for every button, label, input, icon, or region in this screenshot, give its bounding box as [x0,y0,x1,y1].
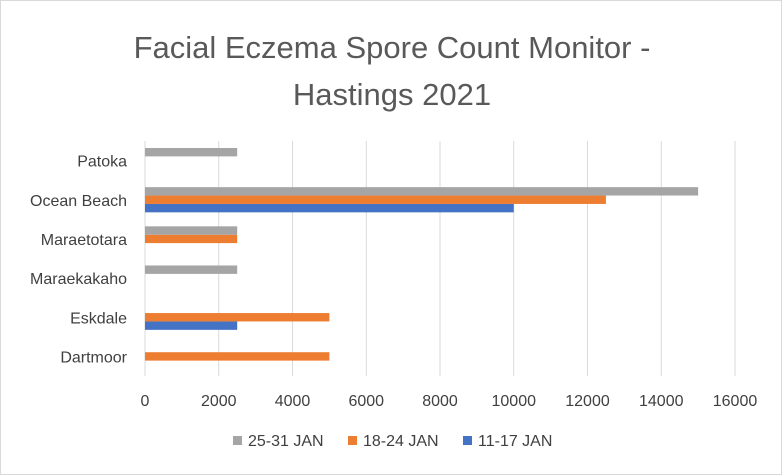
bar [145,147,238,157]
category-label: Eskdale [70,310,127,327]
category-label: Dartmoor [60,349,127,366]
bar [145,187,699,196]
category-label: Maraekakaho [30,271,127,288]
category-label: Ocean Beach [30,193,127,210]
bar [145,226,238,235]
x-tick-label: 4000 [275,393,311,410]
category-label: Patoka [77,154,127,171]
legend-label: 11-17 JAN [478,433,552,450]
x-tick-label: 8000 [422,393,458,410]
bar [145,321,238,330]
bars [145,147,699,361]
bar [145,313,330,322]
legend-label: 25-31 JAN [248,433,324,450]
legend-swatch [348,436,357,445]
legend: 25-31 JAN 18-24 JAN 11-17 JAN [233,433,552,450]
category-labels: Dartmoor Eskdale Maraekakaho Maraetotara Oce… [30,154,128,367]
bar [145,265,238,274]
x-tick-label: 6000 [348,393,384,410]
legend-label: 18-24 JAN [363,433,439,450]
legend-swatch [233,436,242,445]
bar [145,203,514,213]
chart-title-line-1: Facial Eczema Spore Count Monitor - [134,30,651,65]
x-tick-label: 10000 [492,393,537,410]
x-tick-labels: 0 2000 4000 6000 8000 10000 12000 14000 16000 [141,393,758,410]
x-tick-label: 16000 [713,393,758,410]
bar [145,234,238,244]
gridlines [144,141,736,376]
x-tick-label: 14000 [639,393,684,410]
bar [145,195,606,204]
x-tick-label: 0 [141,393,150,410]
category-label: Maraetotara [41,232,127,249]
x-tick-label: 2000 [201,393,237,410]
chart-title-line-2: Hastings 2021 [293,77,491,112]
bar [145,352,330,361]
legend-swatch [463,436,472,445]
x-tick-label: 12000 [565,393,610,410]
